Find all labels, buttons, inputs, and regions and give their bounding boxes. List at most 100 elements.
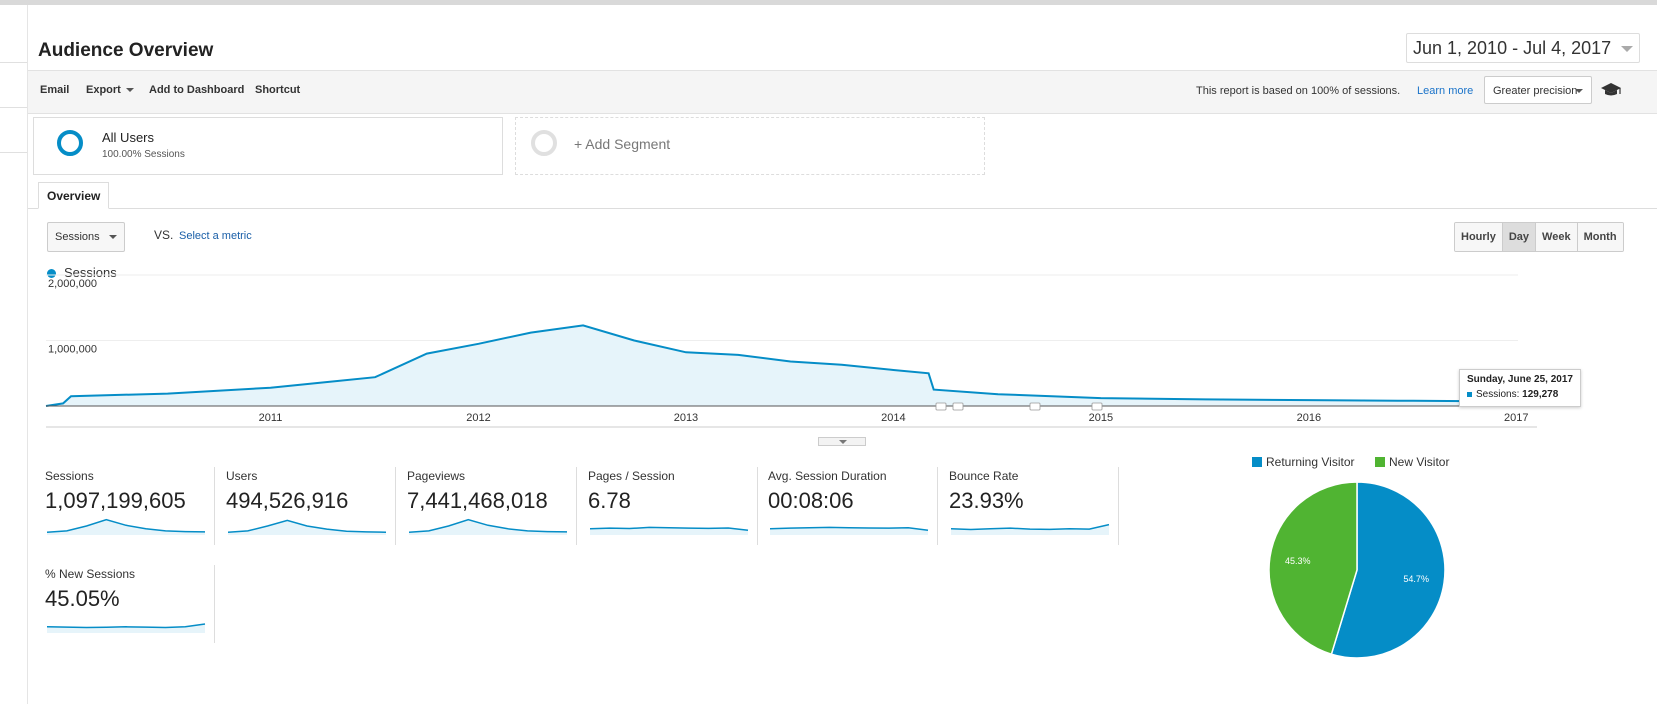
vs-label: VS. bbox=[154, 228, 174, 242]
scorecard-value: 6.78 bbox=[588, 488, 631, 513]
y-tick-label: 1,000,000 bbox=[48, 344, 97, 356]
scorecard-divider bbox=[576, 467, 577, 545]
pie-slice-label: 45.3% bbox=[1285, 556, 1311, 566]
metric-select[interactable]: Sessions bbox=[47, 222, 125, 252]
caret-down-icon bbox=[108, 235, 117, 239]
scorecard-label: Users bbox=[226, 469, 258, 483]
scorecard-sessions[interactable]: Sessions 1,097,199,605 bbox=[45, 467, 215, 547]
email-button[interactable]: Email bbox=[40, 84, 70, 96]
scorecard-avg-session-duration[interactable]: Avg. Session Duration 00:08:06 bbox=[768, 467, 938, 547]
add-segment-button[interactable]: + Add Segment bbox=[515, 117, 985, 175]
scorecard-label: % New Sessions bbox=[45, 567, 136, 581]
scorecard-sparkline bbox=[770, 526, 929, 535]
pie-slice-returning-visitor[interactable] bbox=[1330, 481, 1446, 659]
sampling-notice: This report is based on 100% of sessions… bbox=[1196, 85, 1401, 97]
timegroup-month-button[interactable]: Month bbox=[1577, 223, 1623, 251]
pie-legend-returning: Returning Visitor bbox=[1252, 455, 1355, 469]
caret-down-icon bbox=[125, 88, 134, 93]
learn-more-link[interactable]: Learn more bbox=[1417, 85, 1474, 97]
segment-sessions-share: 100.00% Sessions bbox=[102, 149, 185, 160]
legend-swatch bbox=[1375, 457, 1385, 467]
scorecard-users[interactable]: Users 494,526,916 bbox=[226, 467, 396, 547]
timegroup-week-button[interactable]: Week bbox=[1536, 223, 1578, 251]
segment-name: All Users bbox=[102, 130, 155, 145]
timegroup-day-button[interactable]: Day bbox=[1502, 223, 1537, 251]
metric-select-label: Sessions bbox=[55, 231, 100, 243]
rail-divider bbox=[0, 107, 27, 108]
chart-tooltip: Sunday, June 25, 2017 Sessions: 129,278 bbox=[1459, 369, 1581, 407]
annotation-marker-icon[interactable] bbox=[1029, 402, 1041, 411]
timegroup-hourly-button[interactable]: Hourly bbox=[1455, 223, 1503, 251]
sessions-line bbox=[45, 324, 1514, 407]
scorecard-label: Avg. Session Duration bbox=[768, 469, 887, 483]
scorecard-sparkline bbox=[47, 623, 206, 633]
visitor-pie-chart: 54.7% 45.3% bbox=[1268, 481, 1446, 659]
sessions-area bbox=[46, 325, 1513, 406]
tooltip-row: Sessions: 129,278 bbox=[1467, 389, 1573, 400]
pie-legend-new: New Visitor bbox=[1375, 455, 1449, 469]
precision-select[interactable]: Greater precision bbox=[1484, 76, 1592, 104]
sessions-legend-dot bbox=[47, 269, 56, 278]
export-button[interactable]: Export bbox=[86, 84, 134, 96]
scorecard-label: Sessions bbox=[45, 469, 94, 483]
tab-divider bbox=[28, 208, 1657, 209]
segment-all-users[interactable]: All Users 100.00% Sessions bbox=[33, 117, 503, 175]
tooltip-series-swatch bbox=[1467, 391, 1472, 397]
scorecard-value: 00:08:06 bbox=[768, 488, 854, 513]
precision-label: Greater precision bbox=[1493, 85, 1578, 97]
report-toolbar: Email Export Add to Dashboard Shortcut T… bbox=[28, 70, 1657, 114]
scorecard-sparkline bbox=[951, 523, 1110, 535]
scorecard-new-sessions[interactable]: % New Sessions 45.05% bbox=[45, 565, 215, 645]
scorecard-divider bbox=[757, 467, 758, 545]
select-metric-link[interactable]: Select a metric bbox=[179, 230, 252, 242]
scorecard-value: 1,097,199,605 bbox=[45, 488, 186, 513]
add-segment-label: + Add Segment bbox=[574, 136, 671, 152]
tooltip-series-label: Sessions bbox=[1476, 389, 1517, 400]
scorecard-value: 7,441,468,018 bbox=[407, 488, 548, 513]
tooltip-value: 129,278 bbox=[1522, 389, 1559, 400]
pie-legend-label: New Visitor bbox=[1389, 455, 1450, 469]
scorecard-label: Pageviews bbox=[407, 469, 466, 483]
scorecard-sparkline bbox=[590, 526, 749, 535]
scorecard-divider bbox=[214, 467, 215, 545]
export-label: Export bbox=[86, 84, 121, 96]
scorecard-value: 23.93% bbox=[949, 488, 1024, 513]
report-panel: Audience Overview Jun 1, 2010 - Jul 4, 2… bbox=[28, 20, 1657, 704]
y-tick-label: 2,000,000 bbox=[48, 278, 97, 290]
scorecard-pages-session[interactable]: Pages / Session 6.78 bbox=[588, 467, 758, 547]
add-to-dashboard-button[interactable]: Add to Dashboard bbox=[149, 84, 245, 96]
scorecard-divider bbox=[214, 565, 215, 643]
tooltip-date: Sunday, June 25, 2017 bbox=[1467, 374, 1573, 385]
annotation-marker-icon[interactable] bbox=[1091, 402, 1103, 411]
annotation-marker-icon[interactable] bbox=[935, 402, 947, 411]
scorecard-divider bbox=[937, 467, 938, 545]
scorecard-label: Bounce Rate bbox=[949, 469, 1019, 483]
date-range-label: Jun 1, 2010 - Jul 4, 2017 bbox=[1413, 38, 1612, 58]
x-tick-label: 2013 bbox=[674, 412, 698, 424]
pie-slice-new-visitor[interactable] bbox=[1268, 481, 1358, 656]
scorecard-sparkline bbox=[228, 519, 387, 535]
x-tick-label: 2012 bbox=[466, 412, 490, 424]
annotation-marker-icon[interactable] bbox=[952, 402, 964, 411]
date-range-picker[interactable]: Jun 1, 2010 - Jul 4, 2017 bbox=[1406, 33, 1641, 63]
scorecard-sparkline bbox=[47, 518, 206, 535]
caret-down-icon bbox=[1575, 89, 1583, 93]
x-tick-label: 2015 bbox=[1089, 412, 1113, 424]
scorecard-divider bbox=[1118, 467, 1119, 545]
x-tick-label: 2014 bbox=[881, 412, 905, 424]
rail-divider bbox=[0, 152, 27, 153]
x-tick-label: 2011 bbox=[259, 412, 283, 424]
sessions-legend-label: Sessions bbox=[64, 265, 117, 280]
scorecard-value: 494,526,916 bbox=[226, 488, 349, 513]
scorecard-pageviews[interactable]: Pageviews 7,441,468,018 bbox=[407, 467, 577, 547]
chevron-down-icon bbox=[1621, 46, 1634, 52]
scorecard-bounce-rate[interactable]: Bounce Rate 23.93% bbox=[949, 467, 1119, 547]
browser-frame bbox=[0, 0, 1657, 5]
graduation-cap-icon[interactable] bbox=[1600, 82, 1622, 98]
collapse-annotations-button[interactable] bbox=[818, 437, 866, 446]
scorecard-label: Pages / Session bbox=[588, 469, 675, 483]
segment-ring-icon bbox=[57, 130, 83, 156]
page-title: Audience Overview bbox=[38, 40, 214, 61]
shortcut-button[interactable]: Shortcut bbox=[255, 84, 301, 96]
tab-overview[interactable]: Overview bbox=[38, 182, 110, 209]
